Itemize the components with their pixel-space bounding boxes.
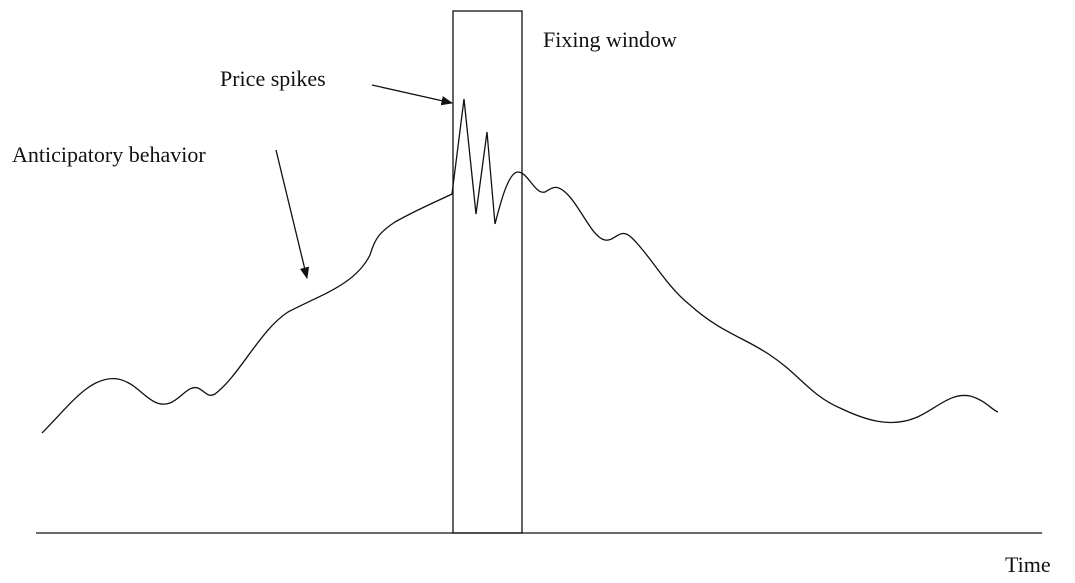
x-axis-label: Time [1005,552,1051,577]
fixing-window-label: Fixing window [543,27,677,52]
price-curve [41,98,999,434]
anticipatory-arrow [275,149,310,280]
price-spikes-arrow [371,84,454,106]
fixing-window-box [452,10,523,534]
anticipatory-label: Anticipatory behavior [12,142,206,167]
price-spikes-label: Price spikes [220,66,326,91]
